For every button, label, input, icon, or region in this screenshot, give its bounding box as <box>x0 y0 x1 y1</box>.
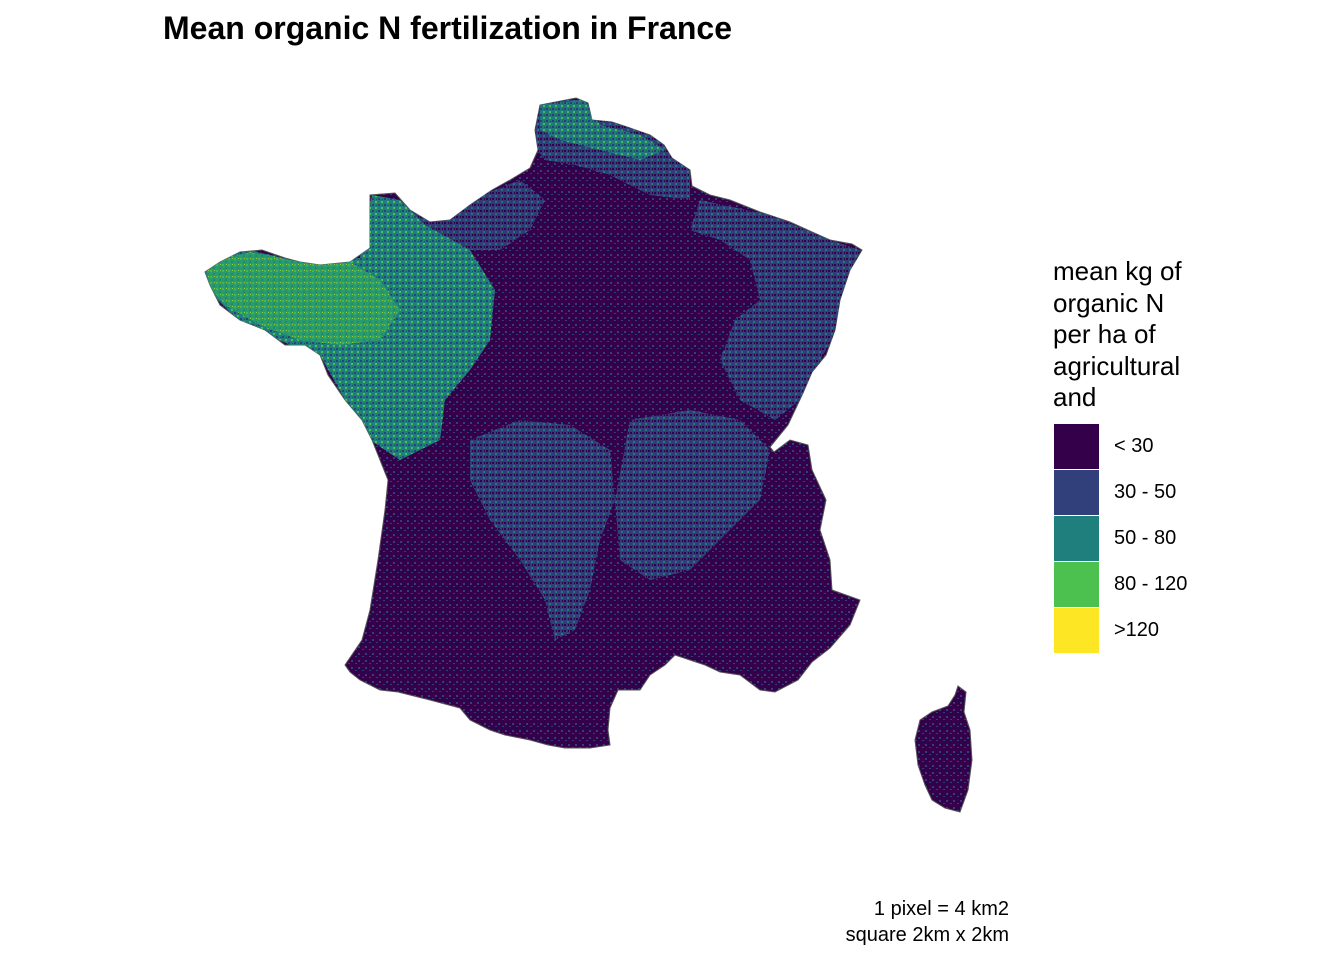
legend-swatch <box>1054 515 1099 561</box>
map-raster <box>204 97 973 813</box>
caption-line: square 2km x 2km <box>845 924 1009 946</box>
region-rhone-alpes <box>615 410 770 580</box>
legend-swatch <box>1054 607 1099 653</box>
region-east <box>690 200 860 420</box>
legend-label: >120 <box>1114 618 1160 641</box>
region-massif-central <box>470 420 615 640</box>
legend-title: mean kg of organic N per ha of agricultu… <box>1053 256 1182 414</box>
legend-swatch <box>1054 423 1099 469</box>
legend-title-line: per ha of <box>1053 319 1156 349</box>
legend-label: 80 - 120 <box>1114 572 1188 595</box>
legend-item: < 30 <box>1053 423 1182 470</box>
region-normandy <box>405 180 545 250</box>
legend: mean kg of organic N per ha of agricultu… <box>1053 256 1187 654</box>
region-brittany <box>205 252 400 345</box>
legend-title-line: and <box>1053 382 1097 412</box>
legend-title-line: mean kg of <box>1053 256 1182 286</box>
legend-swatch <box>1054 561 1099 607</box>
legend-label: 30 - 50 <box>1114 480 1177 503</box>
region-south-west <box>360 540 540 700</box>
legend-item: 30 - 50 <box>1053 469 1182 516</box>
legend-swatch <box>1054 469 1099 515</box>
region-north-coast <box>540 100 665 160</box>
legend-item: 50 - 80 <box>1053 515 1182 562</box>
legend-item: 80 - 120 <box>1053 561 1187 608</box>
legend-label: 50 - 80 <box>1114 526 1177 549</box>
legend-title-line: organic N <box>1053 287 1165 318</box>
map-title: Mean organic N fertilization in France <box>163 10 732 46</box>
map-caption: 1 pixel = 4 km2 square 2km x 2km <box>846 896 1009 948</box>
legend-item: >120 <box>1053 607 1182 654</box>
legend-title-line: agricultural <box>1053 350 1181 381</box>
caption-line: 1 pixel = 4 km2 <box>873 898 1009 920</box>
corsica-shape <box>914 685 973 813</box>
legend-label: < 30 <box>1114 434 1154 457</box>
